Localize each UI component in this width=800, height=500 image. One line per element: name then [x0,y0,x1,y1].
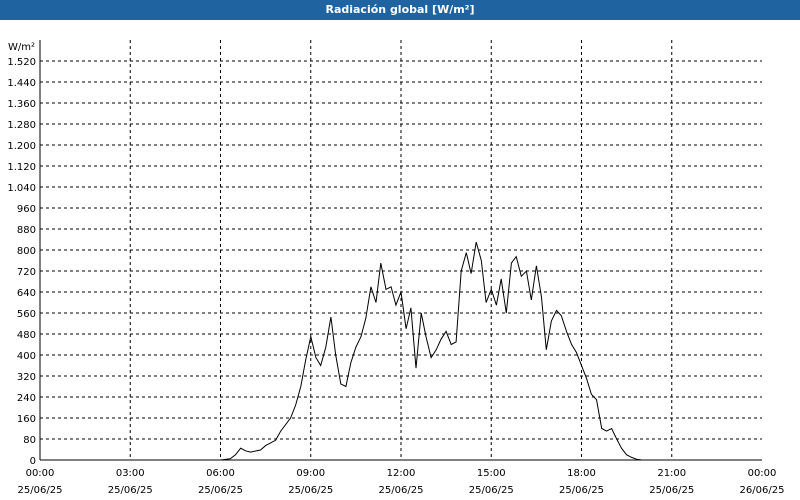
y-tick-label: 1.200 [7,141,36,152]
y-tick-label: 480 [17,330,36,341]
x-tick-date-label: 25/06/25 [649,485,694,496]
x-tick-date-label: 25/06/25 [18,485,63,496]
y-axis-unit-label: W/m² [8,42,35,53]
x-tick-time-label: 21:00 [657,468,686,479]
x-tick-date-label: 25/06/25 [379,485,424,496]
x-tick-time-label: 00:00 [748,468,777,479]
series [40,241,762,461]
y-tick-label: 240 [17,393,36,404]
y-tick-label: 720 [17,267,36,278]
grid [40,40,762,460]
y-tick-label: 160 [17,414,36,425]
x-tick-date-label: 26/06/25 [740,485,785,496]
y-tick-label: 960 [17,204,36,215]
y-tick-label: 1.520 [7,57,36,68]
y-tick-label: 320 [17,372,36,383]
y-tick-label: 560 [17,309,36,320]
y-tick-label: 400 [17,351,36,362]
y-tick-label: 880 [17,225,36,236]
y-tick-label: 1.280 [7,120,36,131]
x-tick-date-label: 25/06/25 [288,485,333,496]
x-tick-date-label: 25/06/25 [559,485,604,496]
y-tick-label: 1.440 [7,78,36,89]
y-tick-label: 0 [30,456,36,467]
x-tick-labels: 00:00 25/06/25 03:00 25/06/25 06:00 25/06/25 0… [18,468,785,496]
x-tick-time-label: 18:00 [567,468,596,479]
chart-title: Radiación global [W/m²] [0,0,800,20]
y-tick-label: 1.360 [7,99,36,110]
x-tick-time-label: 12:00 [387,468,416,479]
y-tick-label: 80 [23,435,36,446]
series-line [40,241,762,461]
y-tick-labels: 0 80 160 240 320 400 480 560 640 720 800 880 960 1.04… [7,57,36,467]
y-tick-label: 1.040 [7,183,36,194]
y-tick-label: 1.120 [7,162,36,173]
x-tick-time-label: 03:00 [116,468,145,479]
x-tick-date-label: 25/06/25 [469,485,514,496]
radiation-chart: 0 80 160 240 320 400 480 560 640 720 800 880 960 1.04… [7,40,785,496]
x-tick-time-label: 15:00 [477,468,506,479]
x-tick-time-label: 00:00 [26,468,55,479]
x-tick-date-label: 25/06/25 [108,485,153,496]
x-tick-time-label: 06:00 [206,468,235,479]
y-tick-label: 640 [17,288,36,299]
x-tick-date-label: 25/06/25 [198,485,243,496]
x-tick-time-label: 09:00 [296,468,325,479]
y-tick-label: 800 [17,246,36,257]
